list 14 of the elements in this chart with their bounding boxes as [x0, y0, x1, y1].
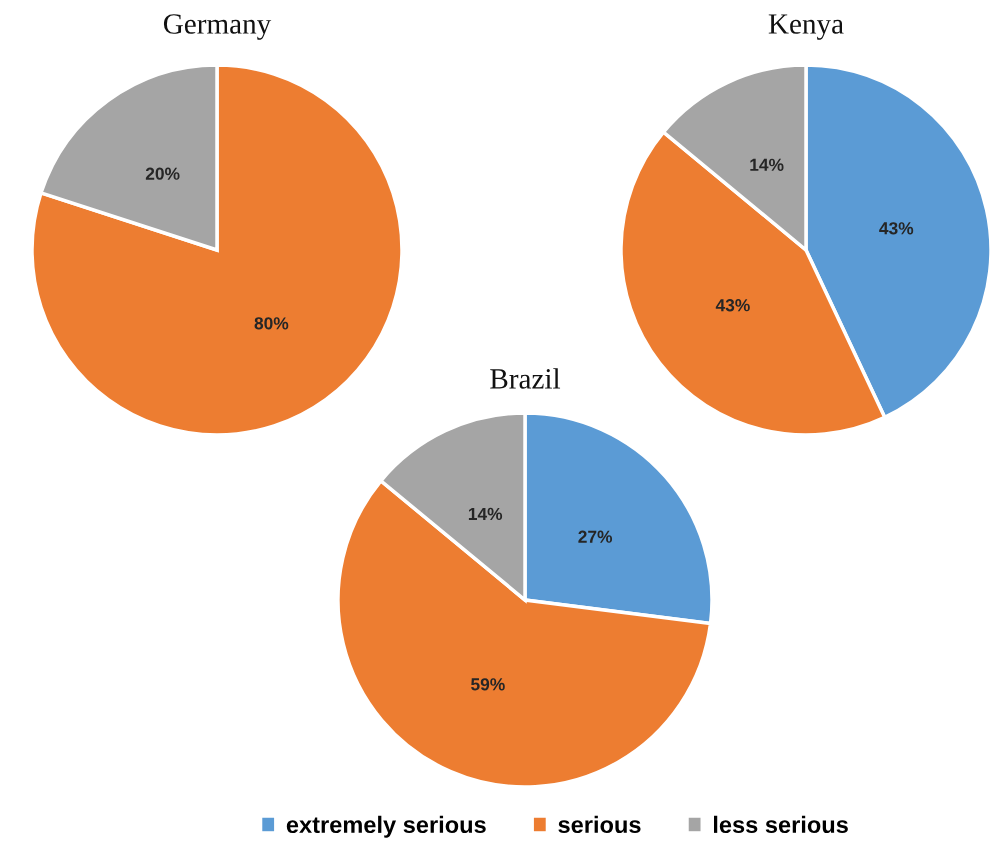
data-label: 27% [578, 530, 613, 543]
chart-title: Germany [163, 14, 272, 40]
data-label: 59% [471, 678, 505, 691]
data-label: 14% [750, 158, 784, 171]
data-label: 14% [468, 507, 503, 521]
data-label: 43% [879, 222, 914, 235]
chart-title: Kenya [768, 14, 844, 40]
legend-label: serious [558, 815, 641, 834]
data-label: 20% [145, 167, 180, 180]
legend-label: less serious [713, 815, 848, 834]
chart-title: Brazil [490, 368, 561, 389]
data-label: 43% [715, 299, 750, 312]
data-label: 80% [254, 317, 289, 330]
legend-label: extremely serious [286, 815, 486, 838]
